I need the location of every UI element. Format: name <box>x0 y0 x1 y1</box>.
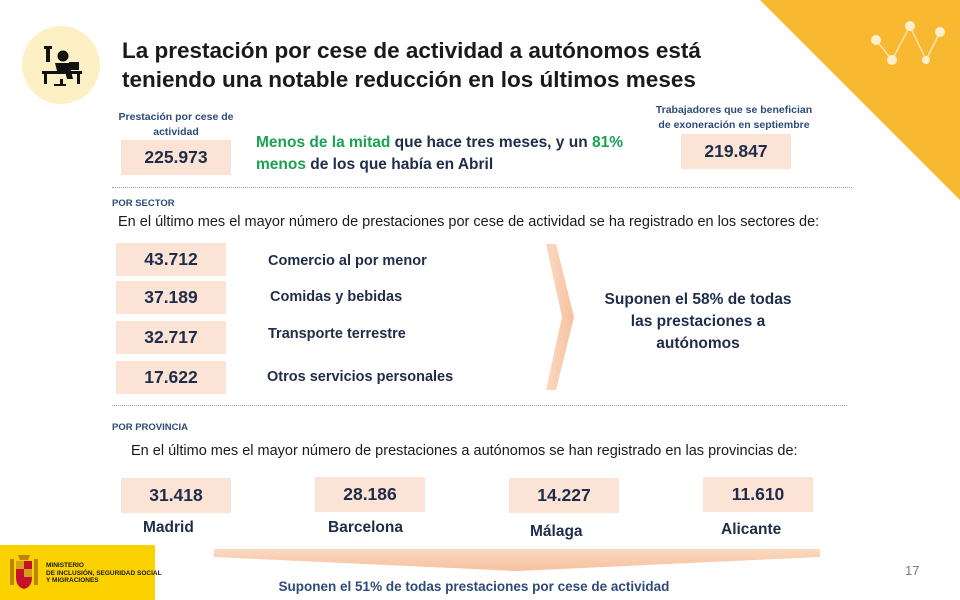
sector-summary: Suponen el 58% de todas las prestaciones… <box>588 289 808 355</box>
title-line-1: La prestación por cese de actividad a au… <box>122 38 701 63</box>
province-value-box: 28.186 <box>315 477 425 512</box>
highlight-line-1: Menos de la mitad que hace tres meses, y… <box>256 132 656 154</box>
province-value: 14.227 <box>537 485 591 505</box>
sector-value-box: 43.712 <box>116 243 226 276</box>
left-caption-line-2: actividad <box>153 126 199 138</box>
right-caption-line-1: Trabajadores que se benefician <box>655 104 813 116</box>
highlight-text-2: de los que había en Abril <box>305 156 494 173</box>
highlight-green-3: menos <box>256 156 306 173</box>
right-value-box: 219.847 <box>681 134 791 169</box>
highlight-line-2: menos de los que había en Abril <box>256 154 656 176</box>
highlight-text: Menos de la mitad que hace tres meses, y… <box>256 132 656 176</box>
sector-summary-line-2: las prestaciones a <box>630 313 766 330</box>
highlight-green-1: Menos de la mitad <box>256 134 391 151</box>
divider-top <box>112 187 852 188</box>
left-value-box: 225.973 <box>121 140 231 175</box>
page-title: La prestación por cese de actividad a au… <box>122 36 742 94</box>
right-caption: Trabajadores que se benefician de exoner… <box>648 103 820 133</box>
ministry-line-3: Y MIGRACIONES <box>46 577 99 584</box>
sector-value: 43.712 <box>144 249 198 269</box>
sector-value: 17.622 <box>144 367 198 387</box>
sector-value-box: 32.717 <box>116 321 226 354</box>
highlight-text-1: que hace tres meses, y un <box>390 134 592 151</box>
province-value: 31.418 <box>149 485 203 505</box>
province-value-box: 31.418 <box>121 478 231 513</box>
province-intro: En el último mes el mayor número de pres… <box>131 443 798 459</box>
sector-value: 37.189 <box>144 287 198 307</box>
bottom-bracket-icon <box>214 549 820 571</box>
province-summary: Suponen el 51% de todas prestaciones por… <box>278 579 670 594</box>
ministry-line-2: DE INCLUSIÓN, SEGURIDAD SOCIAL <box>46 569 162 577</box>
province-value: 28.186 <box>343 484 397 504</box>
person-at-desk-icon <box>42 46 82 86</box>
bracket-chevron-icon <box>546 244 574 390</box>
province-value: 11.610 <box>731 484 785 504</box>
sector-value-box: 37.189 <box>116 281 226 314</box>
sector-name: Comidas y bebidas <box>270 289 403 305</box>
province-value-box: 14.227 <box>509 478 619 513</box>
coat-of-arms-icon <box>10 555 38 589</box>
province-section-label: POR PROVINCIA <box>112 422 189 433</box>
sector-summary-line-3: autónomos <box>656 335 740 352</box>
page-number: 17 <box>905 563 920 578</box>
sector-intro: En el último mes el mayor número de pres… <box>118 214 820 230</box>
ministry-name: MINISTERIO DE INCLUSIÓN, SEGURIDAD SOCIA… <box>46 562 162 585</box>
header-icon-circle <box>22 26 100 104</box>
title-line-2: teniendo una notable reducción en los úl… <box>122 67 696 92</box>
sector-section-label: POR SECTOR <box>112 198 175 209</box>
left-caption: Prestación por cese de actividad <box>112 110 240 140</box>
divider-middle <box>112 405 847 406</box>
ministry-line-1: MINISTERIO <box>46 562 84 569</box>
left-value: 225.973 <box>144 147 208 167</box>
sector-name: Transporte terrestre <box>268 326 406 342</box>
province-name: Málaga <box>530 523 583 540</box>
province-name: Madrid <box>143 519 194 536</box>
left-caption-line-1: Prestación por cese de <box>118 111 234 123</box>
province-value-box: 11.610 <box>703 477 813 512</box>
province-name: Alicante <box>721 521 782 538</box>
ministry-logo <box>0 545 155 600</box>
sector-value-box: 17.622 <box>116 361 226 394</box>
sector-name: Otros servicios personales <box>267 369 454 385</box>
province-name: Barcelona <box>328 519 403 536</box>
sector-value: 32.717 <box>144 327 198 347</box>
sector-name: Comercio al por menor <box>268 253 427 269</box>
sector-summary-line-1: Suponen el 58% de todas <box>604 291 792 308</box>
right-caption-line-2: de exoneración en septiembre <box>658 119 810 131</box>
highlight-green-2: 81% <box>591 134 623 151</box>
right-value: 219.847 <box>704 141 768 161</box>
